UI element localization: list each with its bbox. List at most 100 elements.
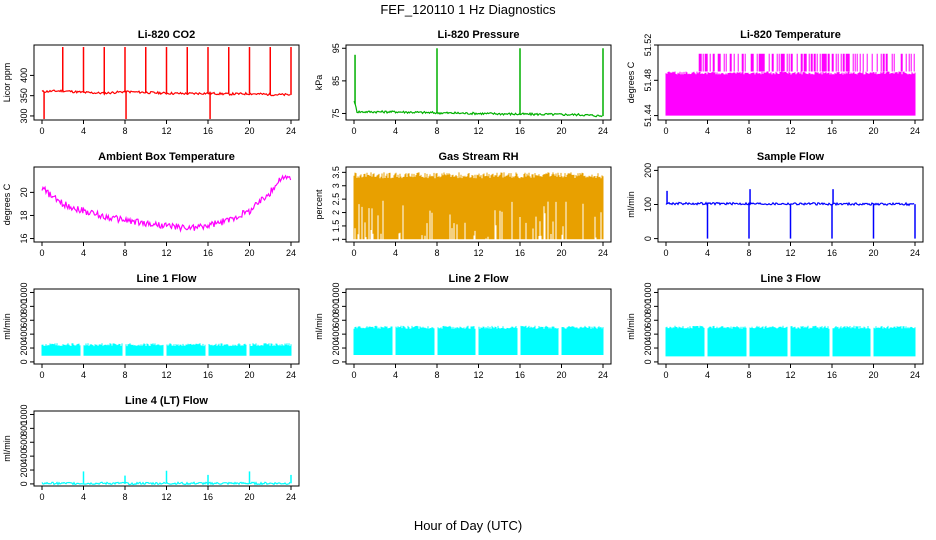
y-tick-label: 2.5 [331, 193, 341, 206]
chart-panel: Line 4 (LT) Flow 0 4 8 12 16 20 24 0 200400600800… [2, 395, 300, 502]
plot-frame [345, 44, 612, 121]
x-tick-label: 4 [705, 370, 710, 380]
y-tick-label: 0 [643, 359, 653, 364]
x-tick-label: 8 [746, 126, 751, 136]
y-tick-label: 51.44 [643, 104, 653, 127]
chart-title: Li-820 CO2 [138, 29, 195, 41]
y-tick-label: 16 [19, 234, 29, 244]
y-tick-label: 0 [643, 236, 653, 241]
y-tick-label: 800 [643, 299, 653, 314]
x-tick-label: 4 [705, 248, 710, 258]
chart-title: Sample Flow [757, 151, 825, 163]
x-tick-label: 24 [286, 370, 296, 380]
page-title: FEF_120110 1 Hz Diagnostics [380, 2, 556, 17]
x-tick-label: 8 [434, 370, 439, 380]
x-tick-label: 16 [827, 126, 837, 136]
x-tick-label: 12 [785, 370, 795, 380]
y-axis-label: kPa [314, 75, 324, 91]
chart-title: Line 3 Flow [761, 273, 821, 285]
x-tick-label: 12 [785, 248, 795, 258]
data-band-upper [698, 53, 915, 72]
x-tick-label: 24 [598, 370, 608, 380]
chart-title: Line 4 (LT) Flow [125, 395, 208, 407]
y-tick-label: 18 [19, 210, 29, 220]
y-tick-label: 0 [19, 481, 29, 486]
x-tick-label: 12 [161, 492, 171, 502]
chart-panel: Li-820 Pressure 0 4 8 12 16 20 24 75 85 95 kPa [314, 29, 612, 136]
x-tick-label: 20 [556, 126, 566, 136]
y-tick-label: 0 [331, 359, 341, 364]
chart-title: Li-820 Pressure [438, 29, 520, 41]
x-tick-label: 24 [286, 126, 296, 136]
x-tick-label: 20 [868, 370, 878, 380]
x-tick-label: 24 [598, 248, 608, 258]
y-axis-label: percent [314, 189, 324, 220]
data-band [665, 71, 916, 116]
y-tick-label: 1000 [643, 282, 653, 302]
y-tick-label: 800 [331, 299, 341, 314]
chart-panel: Sample Flow 0 4 8 12 16 20 24 0 100 200 ml/min [626, 151, 924, 258]
x-tick-label: 8 [434, 248, 439, 258]
y-tick-label: 200 [643, 163, 653, 178]
chart-title: Li-820 Temperature [740, 29, 841, 41]
x-tick-label: 12 [161, 370, 171, 380]
x-axis-title: Hour of Day (UTC) [413, 518, 523, 533]
x-tick-label: 8 [122, 126, 127, 136]
x-tick-label: 8 [122, 248, 127, 258]
x-tick-label: 8 [122, 370, 127, 380]
data-line [41, 174, 292, 233]
data-band [665, 325, 916, 357]
data-band [353, 172, 604, 240]
y-tick-label: 600 [331, 313, 341, 328]
y-tick-label: 51.48 [643, 69, 653, 92]
y-tick-label: 100 [643, 197, 653, 212]
data-band [41, 343, 292, 356]
y-tick-label: 51.52 [643, 34, 653, 57]
y-tick-label: 400 [19, 449, 29, 464]
chart-title: Gas Stream RH [438, 151, 518, 163]
y-tick-label: 75 [331, 108, 341, 118]
chart-title: Line 2 Flow [449, 273, 509, 285]
x-tick-label: 4 [705, 126, 710, 136]
data-line [353, 101, 603, 118]
x-tick-label: 24 [286, 248, 296, 258]
y-tick-label: 0 [19, 359, 29, 364]
y-tick-label: 400 [19, 68, 29, 83]
x-tick-label: 4 [393, 126, 398, 136]
x-tick-label: 12 [161, 248, 171, 258]
y-tick-label: 1.5 [331, 220, 341, 233]
y-tick-label: 3 [331, 183, 341, 188]
x-tick-label: 4 [81, 126, 86, 136]
x-tick-label: 4 [393, 370, 398, 380]
x-tick-label: 16 [827, 248, 837, 258]
x-tick-label: 12 [473, 126, 483, 136]
y-tick-label: 3.5 [331, 166, 341, 179]
x-tick-label: 0 [663, 126, 668, 136]
y-tick-label: 1000 [331, 282, 341, 302]
y-axis-label: degrees C [626, 61, 636, 103]
x-tick-label: 16 [515, 370, 525, 380]
chart-title: Line 1 Flow [137, 273, 197, 285]
x-tick-label: 20 [244, 370, 254, 380]
y-axis-label: ml/min [2, 313, 12, 340]
y-tick-label: 400 [643, 327, 653, 342]
y-tick-label: 2 [331, 210, 341, 215]
y-axis-label: degrees C [2, 183, 12, 225]
x-tick-label: 0 [351, 248, 356, 258]
y-tick-label: 350 [19, 88, 29, 103]
x-tick-label: 0 [39, 370, 44, 380]
y-tick-label: 600 [19, 435, 29, 450]
x-tick-label: 4 [81, 492, 86, 502]
y-axis-label: Licor ppm [2, 63, 12, 103]
y-tick-label: 600 [19, 313, 29, 328]
x-tick-label: 0 [39, 492, 44, 502]
x-tick-label: 0 [351, 126, 356, 136]
y-tick-label: 200 [19, 341, 29, 356]
x-tick-label: 16 [515, 126, 525, 136]
x-tick-label: 8 [434, 126, 439, 136]
y-tick-label: 800 [19, 421, 29, 436]
y-axis-label: ml/min [626, 191, 636, 218]
chart-panel: Gas Stream RH 0 4 8 12 16 20 24 1 1.5 2 2.5 3 3.5 perc… [314, 151, 612, 258]
